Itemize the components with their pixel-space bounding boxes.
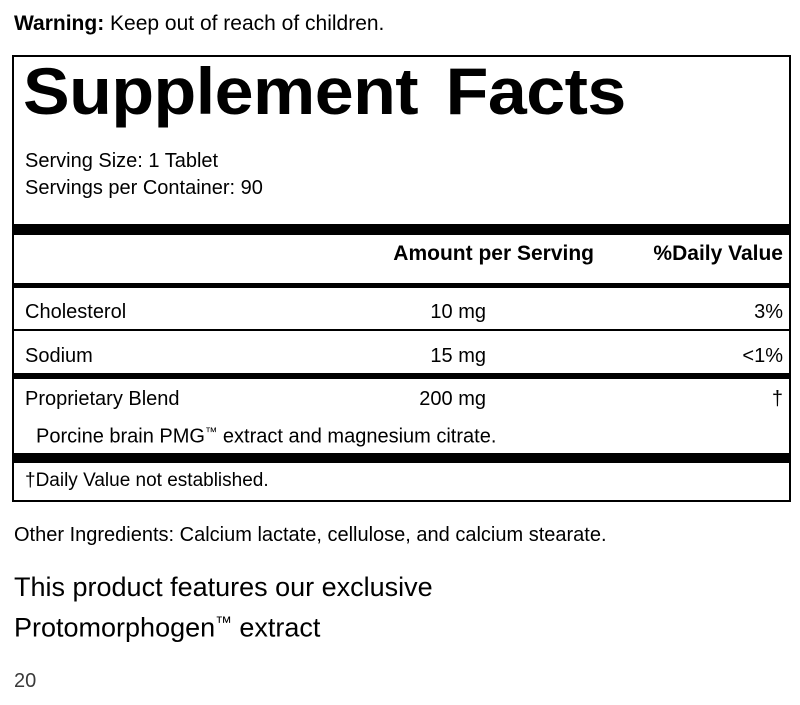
page-title-part1: Supplement [23, 54, 419, 128]
rule-medium-below-headers [14, 283, 789, 288]
page-number: 20 [14, 670, 37, 692]
blend-description: Porcine brain PMG™ extract and magnesium… [36, 418, 496, 450]
daily-value-footnote: †Daily Value not established. [25, 470, 269, 491]
warning-text: Keep out of reach of children. [104, 12, 385, 35]
rule-medium-above-blend [14, 373, 789, 379]
trademark-icon: ™ [215, 613, 232, 632]
nutrient-name: Sodium [25, 345, 93, 367]
header-daily-value: %Daily Value [653, 242, 783, 265]
supplement-facts-inner: Supplement Facts Serving Size: 1 Tablet S… [14, 54, 789, 500]
feature-tagline-post: extract [231, 612, 321, 643]
feature-tagline-pre: Protomorphogen [14, 612, 216, 643]
serving-info: Serving Size: 1 Tablet Servings per Cont… [25, 148, 263, 202]
rule-thick-above-footnote [14, 453, 789, 463]
column-headers: Amount per Serving %Daily Value [14, 239, 789, 269]
serving-size: Serving Size: 1 Tablet [25, 150, 219, 172]
supplement-facts-panel: Supplement Facts Serving Size: 1 Tablet S… [12, 54, 791, 502]
table-row: Proprietary Blend 200 mg † [14, 384, 789, 414]
nutrient-name: Cholesterol [25, 301, 127, 323]
feature-tagline: This product features our exclusive Prot… [14, 570, 714, 646]
nutrient-amount: 200 mg [419, 388, 486, 410]
warning-line: Warning: Keep out of reach of children. [14, 11, 384, 37]
rule-thick-top [14, 224, 789, 235]
nutrient-amount: 10 mg [430, 301, 486, 323]
rule-thin-separator [14, 329, 789, 331]
blend-description-pre: Porcine brain PMG [36, 425, 205, 448]
trademark-icon: ™ [204, 425, 218, 439]
nutrient-daily-value: 3% [754, 301, 783, 323]
feature-tagline-line-1: This product features our exclusive [14, 572, 433, 602]
servings-per-container: Servings per Container: 90 [25, 177, 263, 199]
warning-label: Warning: [14, 12, 105, 35]
table-row: Sodium 15 mg <1% [14, 341, 789, 371]
table-row: Cholesterol 10 mg 3% [14, 297, 789, 327]
feature-tagline-line-2: Protomorphogen™ extract [14, 605, 714, 646]
nutrient-daily-value: † [771, 388, 783, 410]
nutrient-amount: 15 mg [430, 345, 486, 367]
header-amount-per-serving: Amount per Serving [393, 242, 594, 265]
page-title-part2: Facts [445, 54, 627, 128]
nutrient-name: Proprietary Blend [25, 388, 180, 410]
nutrient-daily-value: <1% [742, 345, 783, 367]
blend-description-post: extract and magnesium citrate. [217, 425, 497, 448]
page-title: Supplement Facts [23, 53, 800, 129]
other-ingredients: Other Ingredients: Calcium lactate, cell… [14, 524, 607, 546]
